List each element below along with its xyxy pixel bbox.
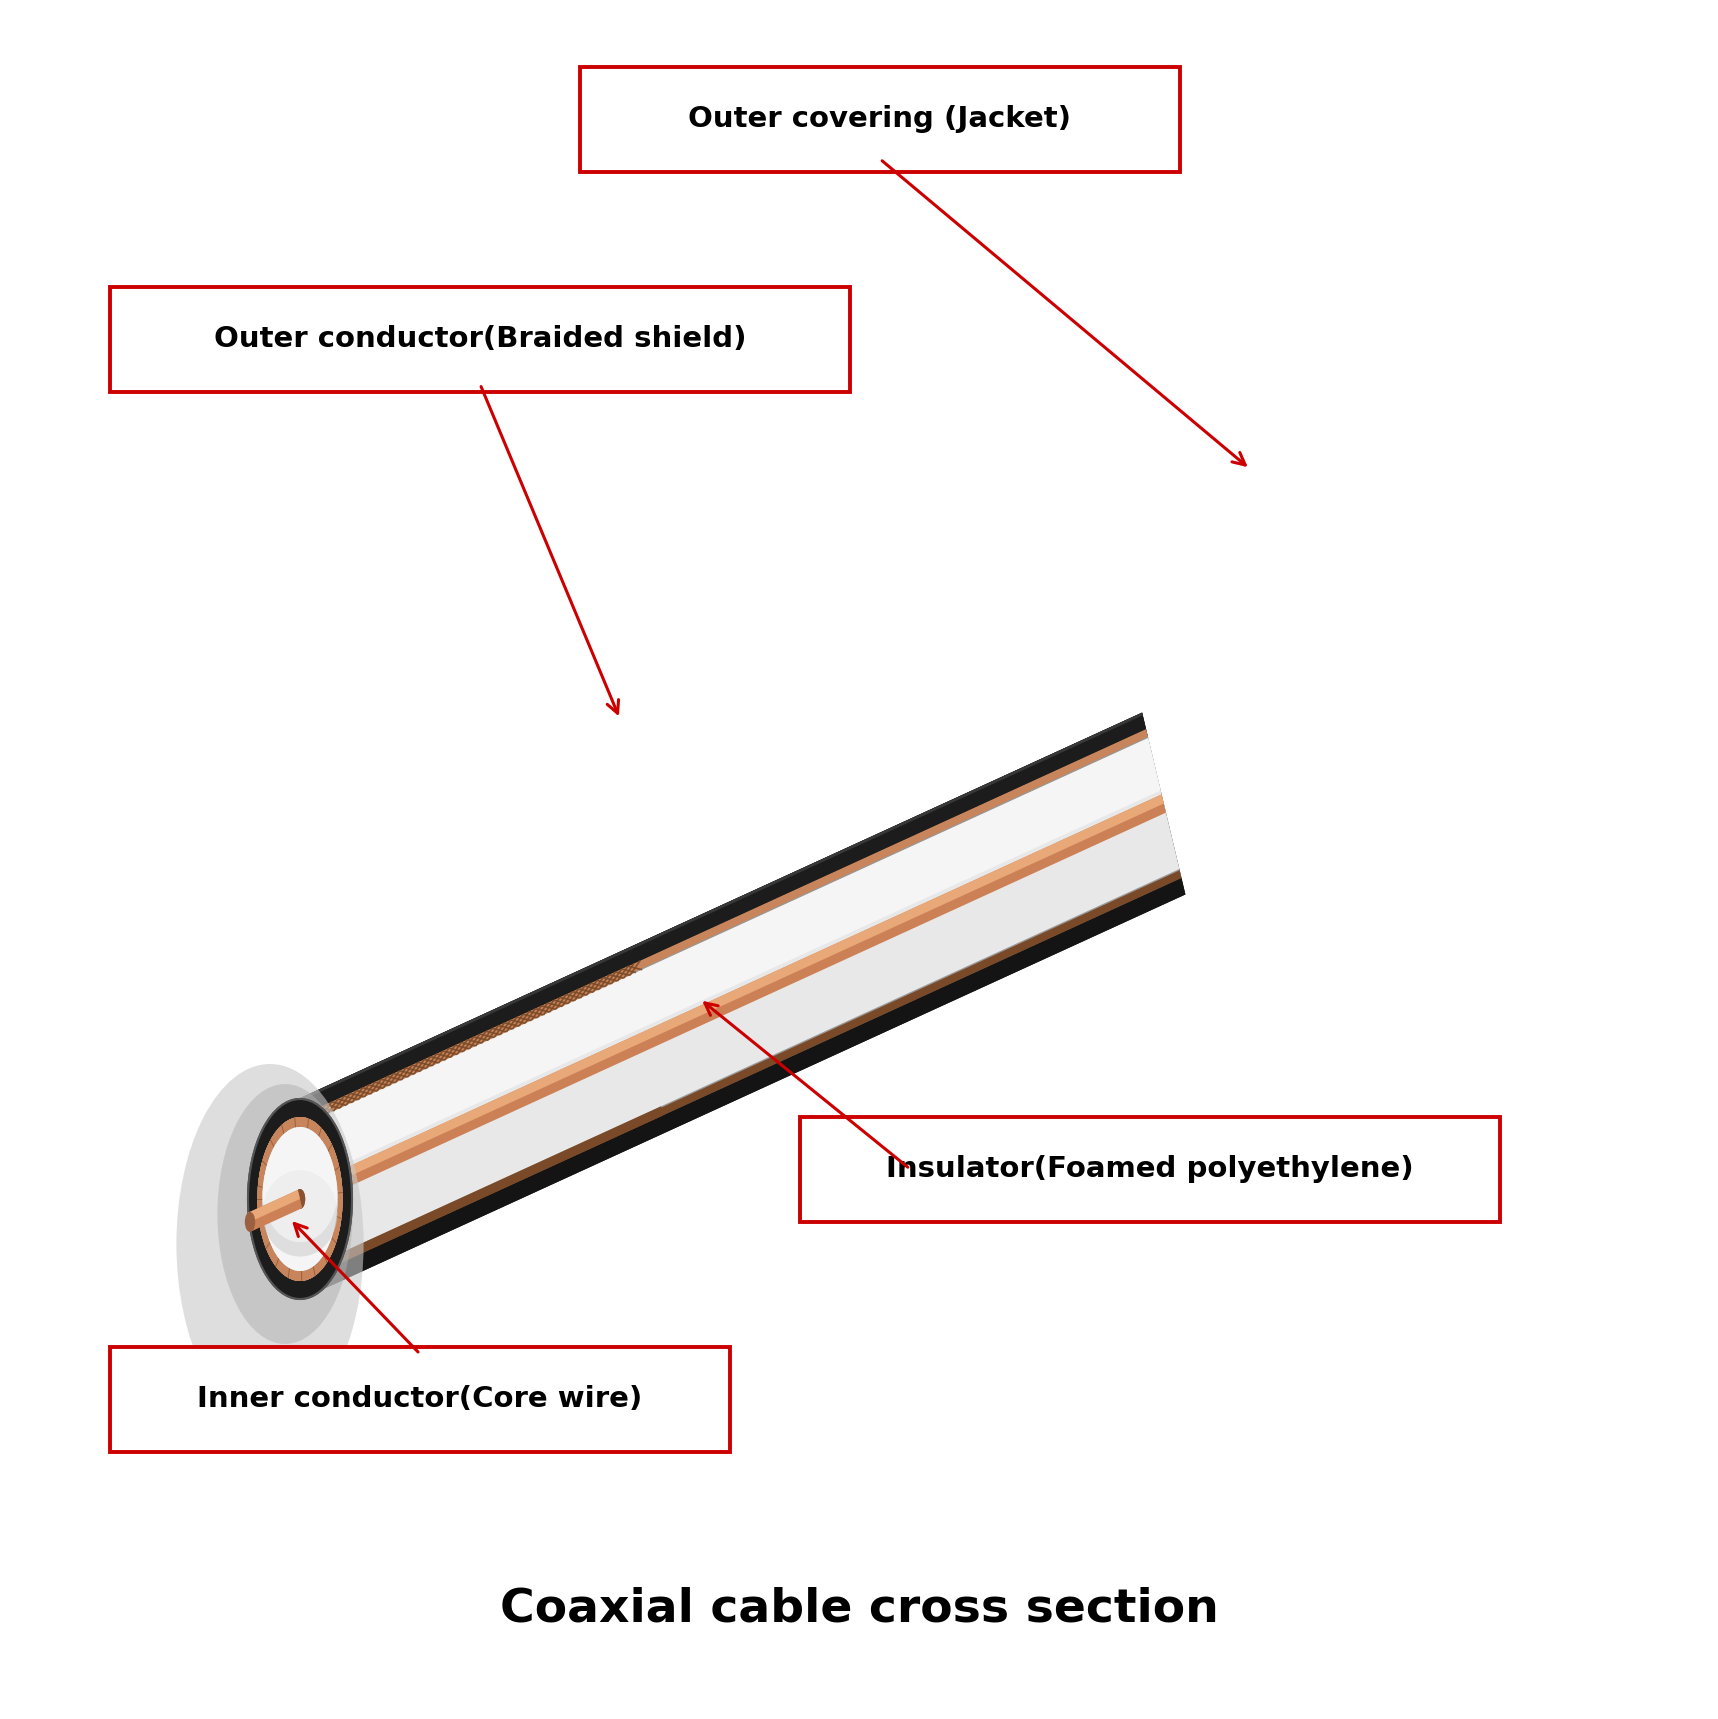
FancyBboxPatch shape [110,287,850,392]
Polygon shape [253,794,1167,1229]
Polygon shape [278,713,1148,1131]
Ellipse shape [263,1128,337,1270]
Text: Inner conductor(Core wire): Inner conductor(Core wire) [198,1386,643,1413]
Polygon shape [278,713,1146,1124]
Ellipse shape [263,1159,337,1260]
Ellipse shape [258,1117,342,1281]
FancyBboxPatch shape [801,1117,1500,1222]
Ellipse shape [258,1117,342,1281]
Ellipse shape [263,1128,337,1270]
Ellipse shape [258,1117,342,1281]
Polygon shape [278,713,1185,1289]
Polygon shape [318,878,1185,1289]
Ellipse shape [244,1212,256,1233]
Ellipse shape [247,1098,352,1300]
Polygon shape [282,966,631,1133]
Polygon shape [247,1190,302,1231]
Polygon shape [316,1107,663,1274]
FancyBboxPatch shape [581,67,1180,172]
Ellipse shape [263,1141,337,1243]
Ellipse shape [295,1190,306,1208]
Polygon shape [285,737,1161,1186]
Ellipse shape [263,1128,337,1270]
Ellipse shape [247,1098,352,1300]
Text: Coaxial cable cross section: Coaxial cable cross section [500,1587,1218,1631]
Text: Outer covering (Jacket): Outer covering (Jacket) [689,105,1072,132]
Ellipse shape [263,1171,337,1257]
Ellipse shape [177,1064,364,1423]
Ellipse shape [258,1117,342,1281]
Polygon shape [247,1190,301,1222]
FancyBboxPatch shape [110,1346,730,1451]
Text: Insulator(Foamed polyethylene): Insulator(Foamed polyethylene) [886,1155,1414,1183]
Polygon shape [282,729,1182,1274]
Polygon shape [282,729,1148,1133]
Polygon shape [285,737,1179,1265]
Ellipse shape [295,1190,306,1208]
Polygon shape [253,794,1163,1220]
Polygon shape [316,870,1182,1274]
Ellipse shape [263,1128,337,1270]
Polygon shape [278,713,1142,1110]
Text: Outer conductor(Braided shield): Outer conductor(Braided shield) [213,325,746,352]
Ellipse shape [218,1085,352,1344]
